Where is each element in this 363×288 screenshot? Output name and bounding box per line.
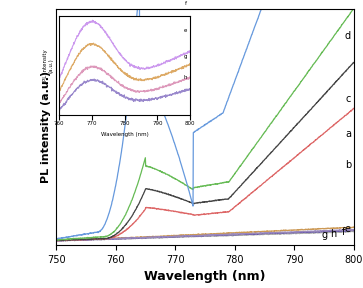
Text: e: e (345, 224, 351, 234)
Text: g: g (321, 230, 327, 240)
Text: b: b (345, 160, 351, 170)
Text: d: d (345, 31, 351, 41)
Y-axis label: PL intensity (a.u.): PL intensity (a.u.) (41, 71, 51, 183)
Text: f: f (342, 227, 345, 237)
Text: a: a (345, 129, 351, 139)
X-axis label: Wavelength (nm): Wavelength (nm) (144, 270, 266, 283)
Text: h: h (330, 229, 336, 238)
Text: c: c (346, 94, 351, 104)
